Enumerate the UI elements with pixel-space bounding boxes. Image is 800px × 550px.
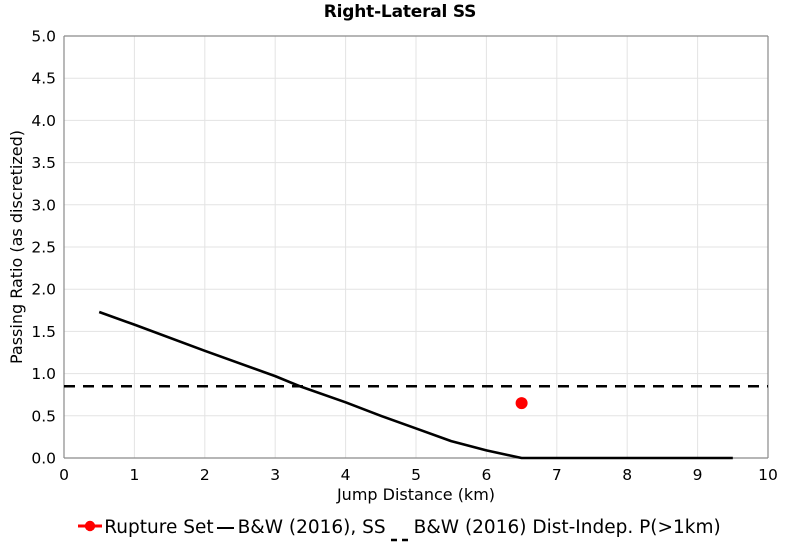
y-tick-label: 4.0	[31, 112, 56, 130]
x-tick-label: 0	[59, 466, 69, 484]
x-tick-labels: 0 1 2 3 4 5 6 7 8 9 10	[59, 466, 778, 484]
y-tick-label: 0.5	[31, 407, 56, 425]
black-solid-line-icon	[216, 526, 234, 529]
x-tick-label: 10	[758, 466, 778, 484]
y-tick-label: 2.5	[31, 239, 56, 257]
x-tick-label: 6	[481, 466, 491, 484]
y-tick-label: 5.0	[31, 28, 56, 46]
legend-label-dist-indep: B&W (2016) Dist-Indep. P(>1km)	[413, 517, 721, 538]
y-tick-label: 3.5	[31, 154, 56, 172]
grid-horizontal	[64, 77, 768, 417]
red-dot-line-icon	[77, 517, 103, 538]
y-tick-label: 4.5	[31, 70, 56, 88]
y-axis-title: Passing Ratio (as discretized)	[7, 130, 26, 364]
plot-canvas: 0 1 2 3 4 5 6 7 8 9 10 0.0 0.5 1.0 1.5 2.0 2.5 3.0 3.5 4.0…	[7, 28, 778, 505]
black-dashed-line-icon	[390, 526, 410, 542]
x-tick-label: 5	[411, 466, 421, 484]
x-tick-label: 2	[200, 466, 210, 484]
axes-frame	[63, 35, 769, 459]
x-tick-label: 1	[129, 466, 139, 484]
x-tick-label: 4	[341, 466, 351, 484]
series-bw-ss-line	[98, 310, 733, 460]
x-tick-label: 3	[270, 466, 280, 484]
legend-label-rupture-set: Rupture Set	[104, 517, 214, 538]
legend-entry-rupture-set[interactable]: Rupture Set	[77, 517, 215, 538]
y-tick-labels: 0.0 0.5 1.0 1.5 2.0 2.5 3.0 3.5 4.0 4.5 5.0	[31, 28, 56, 468]
x-tick-label: 7	[552, 466, 562, 484]
series-rupture-set-points	[515, 397, 528, 410]
chart-title: Right-Lateral SS	[323, 2, 477, 22]
x-axis-title: Jump Distance (km)	[336, 485, 495, 504]
y-tick-label: 0.0	[31, 450, 56, 468]
y-tick-label: 2.0	[31, 281, 56, 299]
legend-entry-bw-ss[interactable]: B&W (2016), SS	[216, 517, 388, 538]
legend-entry-dist-indep[interactable]: B&W (2016) Dist-Indep. P(>1km)	[388, 517, 723, 542]
y-tick-label: 1.5	[31, 323, 56, 341]
y-tick-label: 1.0	[31, 365, 56, 383]
chart-legend: Rupture Set B&W (2016), SS B&W (2016) Di…	[0, 517, 800, 542]
legend-label-bw-ss: B&W (2016), SS	[237, 517, 386, 538]
x-tick-label: 9	[693, 466, 703, 484]
x-tick-label: 8	[622, 466, 632, 484]
y-tick-label: 3.0	[31, 196, 56, 214]
data-point-rupture-set	[515, 397, 528, 410]
